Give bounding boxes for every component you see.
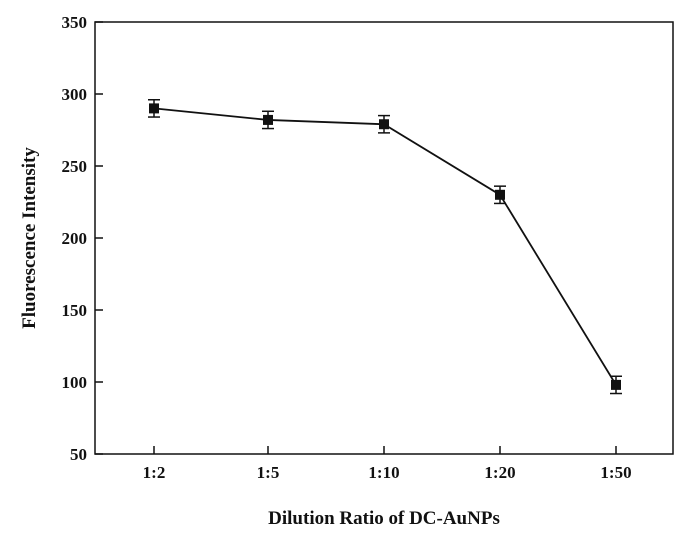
y-tick-label: 100 [62, 373, 88, 392]
x-tick-label: 1:10 [368, 463, 399, 482]
x-axis: 1:2 1:5 1:10 1:20 1:50 [143, 446, 632, 482]
y-tick-label: 250 [62, 157, 88, 176]
series-layer [148, 99, 622, 395]
x-axis-title: Dilution Ratio of DC-AuNPs [268, 508, 500, 529]
data-point [263, 114, 273, 125]
y-tick-label: 350 [62, 13, 88, 32]
data-point [379, 119, 389, 130]
x-tick-label: 1:5 [257, 463, 280, 482]
x-tick-label: 1:20 [484, 463, 515, 482]
y-tick-label: 300 [62, 85, 88, 104]
data-point [611, 379, 621, 390]
y-axis-title: Fluorescence Intensity [19, 147, 40, 329]
plot-frame [94, 21, 674, 455]
data-point [149, 103, 159, 114]
data-point [495, 189, 505, 200]
y-tick-label: 50 [70, 445, 87, 464]
y-axis: 50 100 150 200 250 300 350 [62, 13, 103, 464]
x-tick-label: 1:50 [600, 463, 631, 482]
series-line [153, 107, 617, 386]
y-tick-label: 200 [62, 229, 88, 248]
y-tick-label: 150 [62, 301, 88, 320]
x-tick-label: 1:2 [143, 463, 166, 482]
